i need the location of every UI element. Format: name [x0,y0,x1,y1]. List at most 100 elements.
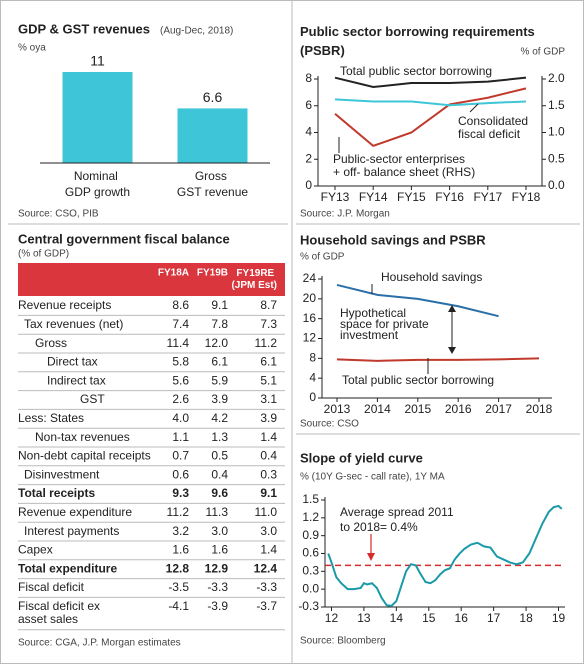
y-tick-label: -0.3 [298,599,319,613]
y-tick-label: 24 [303,271,317,285]
row-label: Gross [35,336,67,350]
table-cell: 11.2 [167,505,190,519]
series-label: Public-sector enterprises + off- balance… [333,152,475,179]
table-cell: 11.3 [206,505,229,519]
x-tick-label: FY14 [359,190,388,204]
series-label: Total public sector borrowing [342,373,494,387]
x-tick-label: 15 [422,611,436,625]
y-tick-label: 0 [305,178,312,192]
x-tick-label: 18 [519,611,533,625]
x-tick-label: FY13 [321,190,350,204]
table-cell: 9.6 [211,486,228,500]
table-cell: 6.1 [211,355,228,369]
line-series [334,98,527,107]
leader [469,103,479,113]
y2-tick-label: 0.0 [548,178,565,192]
table-cell: 12.8 [166,561,190,575]
table-cell: 1.6 [172,543,189,557]
table-cell: 0.6 [172,467,189,481]
row-label: GST [80,392,105,406]
x-tick-label: 13 [357,611,371,625]
y-tick-label: 4 [305,125,312,139]
y-tick-label: 0.9 [302,528,319,542]
line-series [327,504,563,607]
x-tick-label: 19 [552,611,566,625]
x-tick-label: 2016 [445,402,472,416]
y2-tick-label: 1.5 [548,98,565,112]
chart-subtitle: (Aug-Dec, 2018) [160,26,233,37]
row-label: Direct tax [47,355,98,369]
row-label: Non-debt capital receipts [18,449,151,463]
table-cell: 3.2 [172,524,189,538]
y-tick-label: 12 [303,331,317,345]
data-label: 11 [90,53,105,69]
table-cell: 3.9 [211,392,228,406]
table-cell: 0.4 [211,467,228,481]
column-header: FY19B [197,268,228,279]
table-header [18,263,285,296]
chart-title: Public sector borrowing requirements (PS… [300,24,538,58]
y-tick-label: 16 [303,311,317,325]
x-tick-label: 2013 [324,402,351,416]
table-cell: 5.6 [172,373,189,387]
x-tick-label: Gross GST revenue [177,169,248,199]
table-cell: 3.1 [260,392,277,406]
y-tick-label: 0 [309,390,316,404]
x-tick-label: 2015 [404,402,431,416]
table-cell: 9.3 [172,486,189,500]
x-tick-label: FY18 [512,190,541,204]
y-tick-label: 4 [309,370,316,384]
table-cell: 12.0 [205,336,229,350]
source: Source: CGA, J.P. Morgan estimates [18,638,181,649]
row-label: Interest payments [24,524,119,538]
table-cell: 8.6 [172,298,189,312]
table-cell: 9.1 [211,298,228,312]
table-title: Central government fiscal balance [18,231,230,246]
table-cell: 1.1 [172,430,189,444]
table-cell: 5.1 [260,373,277,387]
line-series [336,283,499,318]
y-tick-label: 1.5 [302,492,319,506]
x-tick-label: FY15 [397,190,426,204]
table-cell: 12.4 [254,561,278,575]
table-cell: 11.4 [167,336,190,350]
y-tick-label: 0.3 [302,564,319,578]
row-label: Tax revenues (net) [24,317,123,331]
x-tick-label: 2018 [526,402,553,416]
bar [62,72,133,163]
table-cell: -3.7 [256,599,277,613]
table-cell: 12.9 [205,561,229,575]
table-cell: 3.9 [260,411,277,425]
x-tick-label: FY16 [435,190,464,204]
column-header: FY18A [158,268,189,279]
table-cell: 0.3 [260,467,277,481]
row-label: Indirect tax [47,373,106,387]
x-tick-label: 2014 [364,402,391,416]
y-axis-label: % of GDP [300,252,345,263]
y-axis-label: % of GDP [521,47,566,58]
table-cell: 6.1 [260,355,277,369]
x-tick-label: Nominal GDP growth [65,169,130,199]
series-label: Consolidated fiscal deficit [458,114,531,141]
table-cell: 0.7 [172,449,189,463]
source: Source: J.P. Morgan [300,209,390,220]
y-tick-label: 6 [305,98,312,112]
row-label: Fiscal deficit ex asset sales [18,599,103,626]
table-cell: 4.2 [211,411,228,425]
table-cell: 1.3 [211,430,228,444]
y2-tick-label: 0.5 [548,151,565,165]
table-cell: 5.9 [211,373,228,387]
row-label: Total receipts [18,486,95,500]
x-tick-label: 17 [487,611,501,625]
x-tick-label: 14 [390,611,404,625]
table-cell: 8.7 [260,298,277,312]
y-axis-label: % oya [18,43,46,54]
table-cell: -3.5 [168,580,189,594]
source: Source: CSO [300,419,359,430]
annotation: Hypothetical space for private investmen… [340,306,432,342]
table-cell: 3.0 [211,524,228,538]
table-cell: 11.0 [255,505,278,519]
table-cell: 1.4 [260,430,277,444]
table-cell: -3.3 [207,580,228,594]
table-cell: 0.4 [260,449,277,463]
